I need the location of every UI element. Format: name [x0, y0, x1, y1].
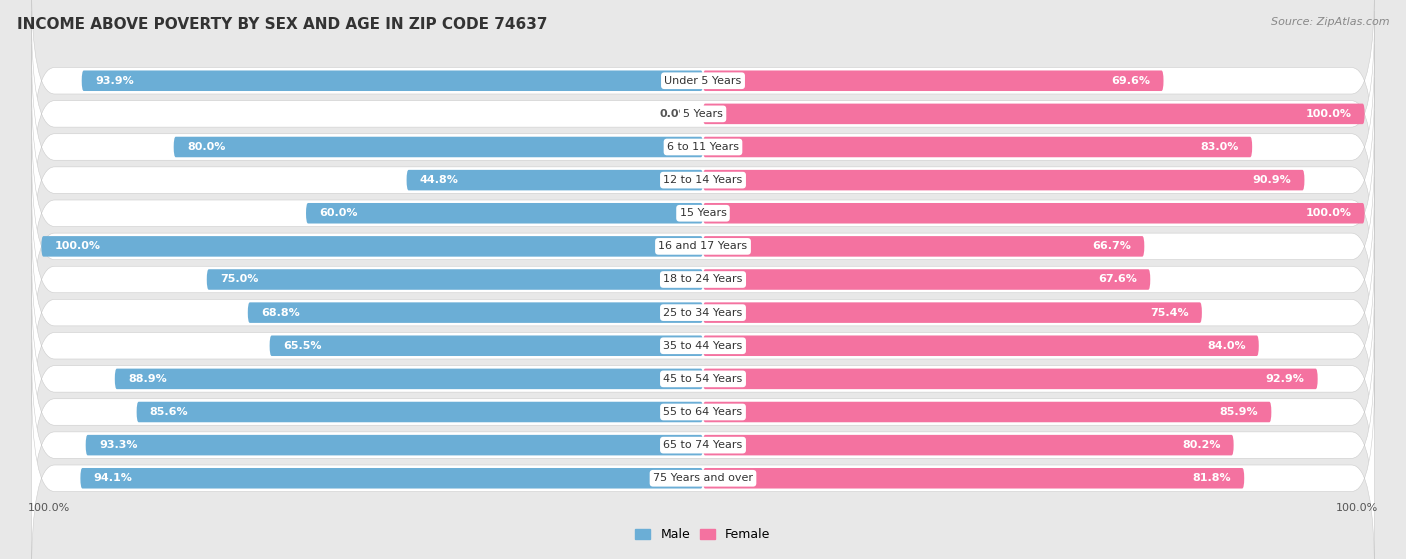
- FancyBboxPatch shape: [307, 203, 703, 224]
- FancyBboxPatch shape: [80, 468, 703, 489]
- Text: 25 to 34 Years: 25 to 34 Years: [664, 307, 742, 318]
- FancyBboxPatch shape: [31, 210, 1375, 415]
- Text: 80.2%: 80.2%: [1182, 440, 1220, 450]
- Text: 85.6%: 85.6%: [150, 407, 188, 417]
- Text: 55 to 64 Years: 55 to 64 Years: [664, 407, 742, 417]
- FancyBboxPatch shape: [115, 368, 703, 389]
- Text: 93.3%: 93.3%: [98, 440, 138, 450]
- FancyBboxPatch shape: [31, 11, 1375, 216]
- FancyBboxPatch shape: [703, 170, 1305, 191]
- Text: 69.6%: 69.6%: [1111, 75, 1150, 86]
- Text: 81.8%: 81.8%: [1192, 473, 1232, 484]
- Text: 100.0%: 100.0%: [1305, 209, 1351, 218]
- Text: 75.4%: 75.4%: [1150, 307, 1188, 318]
- Text: 5 Years: 5 Years: [683, 109, 723, 119]
- FancyBboxPatch shape: [31, 111, 1375, 316]
- FancyBboxPatch shape: [703, 269, 1150, 290]
- FancyBboxPatch shape: [703, 468, 1244, 489]
- Text: 100.0%: 100.0%: [1336, 503, 1378, 513]
- Text: 90.9%: 90.9%: [1253, 175, 1291, 185]
- FancyBboxPatch shape: [31, 243, 1375, 448]
- FancyBboxPatch shape: [41, 236, 703, 257]
- Text: 93.9%: 93.9%: [96, 75, 134, 86]
- Text: 94.1%: 94.1%: [94, 473, 132, 484]
- Text: 68.8%: 68.8%: [262, 307, 299, 318]
- FancyBboxPatch shape: [31, 144, 1375, 349]
- FancyBboxPatch shape: [82, 70, 703, 91]
- FancyBboxPatch shape: [31, 343, 1375, 548]
- Text: 83.0%: 83.0%: [1201, 142, 1239, 152]
- Text: 12 to 14 Years: 12 to 14 Years: [664, 175, 742, 185]
- FancyBboxPatch shape: [406, 170, 703, 191]
- Text: 66.7%: 66.7%: [1092, 241, 1130, 252]
- Text: Under 5 Years: Under 5 Years: [665, 75, 741, 86]
- Text: INCOME ABOVE POVERTY BY SEX AND AGE IN ZIP CODE 74637: INCOME ABOVE POVERTY BY SEX AND AGE IN Z…: [17, 17, 547, 32]
- Text: 60.0%: 60.0%: [319, 209, 357, 218]
- FancyBboxPatch shape: [136, 402, 703, 422]
- Legend: Male, Female: Male, Female: [630, 523, 776, 546]
- FancyBboxPatch shape: [703, 435, 1233, 456]
- Text: 45 to 54 Years: 45 to 54 Years: [664, 374, 742, 384]
- Text: 100.0%: 100.0%: [28, 503, 70, 513]
- FancyBboxPatch shape: [703, 302, 1202, 323]
- Text: 18 to 24 Years: 18 to 24 Years: [664, 274, 742, 285]
- Text: 80.0%: 80.0%: [187, 142, 225, 152]
- Text: 15 Years: 15 Years: [679, 209, 727, 218]
- FancyBboxPatch shape: [270, 335, 703, 356]
- Text: 85.9%: 85.9%: [1219, 407, 1258, 417]
- Text: Source: ZipAtlas.com: Source: ZipAtlas.com: [1271, 17, 1389, 27]
- FancyBboxPatch shape: [31, 0, 1375, 183]
- FancyBboxPatch shape: [86, 435, 703, 456]
- FancyBboxPatch shape: [703, 137, 1253, 157]
- FancyBboxPatch shape: [31, 44, 1375, 250]
- Text: 88.9%: 88.9%: [128, 374, 167, 384]
- Text: 92.9%: 92.9%: [1265, 374, 1305, 384]
- Text: 67.6%: 67.6%: [1098, 274, 1137, 285]
- FancyBboxPatch shape: [703, 236, 1144, 257]
- Text: 44.8%: 44.8%: [420, 175, 458, 185]
- FancyBboxPatch shape: [247, 302, 703, 323]
- FancyBboxPatch shape: [703, 70, 1164, 91]
- Text: 6 to 11 Years: 6 to 11 Years: [666, 142, 740, 152]
- FancyBboxPatch shape: [31, 376, 1375, 559]
- Text: 65.5%: 65.5%: [283, 341, 322, 350]
- Text: 16 and 17 Years: 16 and 17 Years: [658, 241, 748, 252]
- Text: 35 to 44 Years: 35 to 44 Years: [664, 341, 742, 350]
- FancyBboxPatch shape: [703, 335, 1258, 356]
- Text: 84.0%: 84.0%: [1206, 341, 1246, 350]
- Text: 100.0%: 100.0%: [1305, 109, 1351, 119]
- Text: 100.0%: 100.0%: [55, 241, 101, 252]
- FancyBboxPatch shape: [31, 276, 1375, 481]
- FancyBboxPatch shape: [207, 269, 703, 290]
- FancyBboxPatch shape: [31, 177, 1375, 382]
- FancyBboxPatch shape: [703, 402, 1271, 422]
- FancyBboxPatch shape: [703, 368, 1317, 389]
- FancyBboxPatch shape: [174, 137, 703, 157]
- FancyBboxPatch shape: [31, 309, 1375, 515]
- Text: 65 to 74 Years: 65 to 74 Years: [664, 440, 742, 450]
- Text: 75 Years and over: 75 Years and over: [652, 473, 754, 484]
- FancyBboxPatch shape: [703, 203, 1365, 224]
- Text: 75.0%: 75.0%: [219, 274, 259, 285]
- FancyBboxPatch shape: [31, 78, 1375, 283]
- FancyBboxPatch shape: [703, 103, 1365, 124]
- Text: 0.0%: 0.0%: [659, 109, 690, 119]
